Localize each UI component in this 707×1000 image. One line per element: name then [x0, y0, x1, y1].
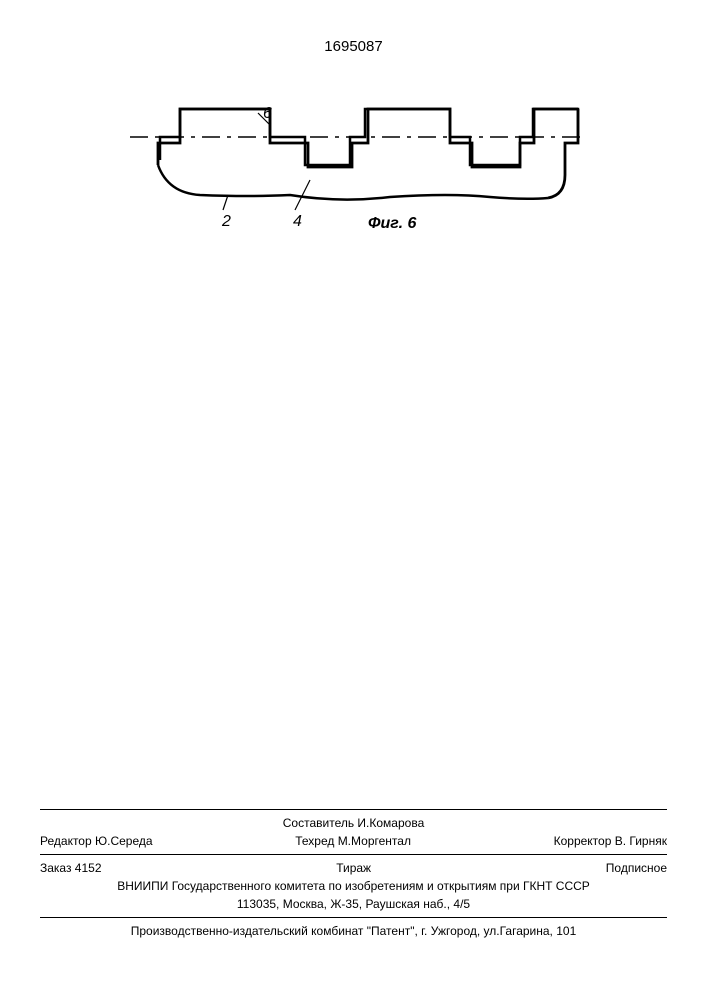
order-number: Заказ 4152: [40, 859, 102, 877]
figure-label-2: 2: [222, 213, 231, 231]
corrector: Корректор В. Гирняк: [554, 832, 667, 850]
leader-2: [223, 195, 228, 210]
colophon-footer: Составитель И.Комарова Редактор Ю.Середа…: [40, 805, 667, 940]
figure-caption: Фиг. 6: [368, 215, 416, 233]
outline: [158, 109, 578, 167]
figure-6: [130, 95, 580, 245]
figure-label-4: 4: [293, 213, 302, 231]
printer-line: Производственно-издательский комбинат "П…: [40, 922, 667, 940]
patent-number: 1695087: [0, 38, 707, 55]
vniipi-line1: ВНИИПИ Государственного комитета по изоб…: [40, 877, 667, 895]
tirazh: Тираж: [336, 859, 371, 877]
tehred: Техред М.Моргентал: [295, 832, 411, 850]
compiler-line: Составитель И.Комарова: [40, 814, 667, 832]
figure-label-6: 6: [263, 105, 272, 123]
bottom-edge: [158, 165, 548, 200]
editor: Редактор Ю.Середа: [40, 832, 153, 850]
podpisnoe: Подписное: [606, 859, 667, 877]
vniipi-line2: 113035, Москва, Ж-35, Раушская наб., 4/5: [40, 895, 667, 913]
